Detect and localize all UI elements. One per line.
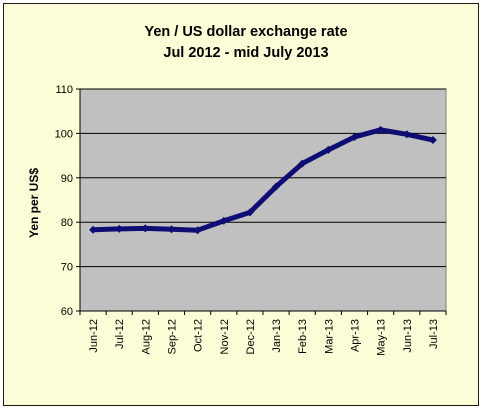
x-tick-label: Sep-12 xyxy=(167,319,179,354)
x-tick-label: Jul-12 xyxy=(114,319,126,349)
series-layer xyxy=(89,125,437,235)
x-tick-label: Jan-13 xyxy=(271,319,283,353)
chart-svg: Yen / US dollar exchange rate Jul 2012 -… xyxy=(27,24,447,356)
series-line xyxy=(90,127,436,233)
x-tick-label: Apr-13 xyxy=(350,319,362,352)
data-point xyxy=(245,208,254,217)
y-tick-label: 70 xyxy=(61,262,73,274)
data-point xyxy=(141,224,150,233)
x-tick-label: Oct-12 xyxy=(193,319,205,352)
chart-title: Yen / US dollar exchange rate xyxy=(144,24,347,40)
data-point xyxy=(350,132,359,141)
axes: 60 70 80 90 100 110 Jun-12 Jul-12 Aug-12 Sep-12 Oc… xyxy=(55,84,447,356)
data-point xyxy=(115,224,124,233)
y-tick-label: 110 xyxy=(55,84,73,96)
x-tick-label: May-13 xyxy=(376,319,388,356)
data-point xyxy=(298,159,307,168)
y-axis-label: Yen per US$ xyxy=(27,168,41,238)
x-tick-label: Dec-12 xyxy=(245,319,257,354)
data-point xyxy=(219,216,228,225)
x-tick-label: Nov-12 xyxy=(219,319,231,354)
data-point xyxy=(89,225,98,234)
data-point xyxy=(376,125,385,134)
x-tick-label: Feb-13 xyxy=(297,319,309,354)
x-tick-label: Mar-13 xyxy=(323,319,335,354)
data-point xyxy=(193,226,202,235)
data-point xyxy=(272,182,281,191)
x-tick-label: Jun-12 xyxy=(88,319,100,353)
chart-area: Yen / US dollar exchange rate Jul 2012 -… xyxy=(3,3,479,406)
x-tick-label: Jul-13 xyxy=(428,319,440,349)
y-tick-label: 60 xyxy=(61,306,73,318)
data-point xyxy=(324,145,333,154)
x-tick-label: Jun-13 xyxy=(402,319,414,353)
y-tick-label: 80 xyxy=(61,217,73,229)
chart-subtitle: Jul 2012 - mid July 2013 xyxy=(163,45,328,61)
data-point xyxy=(167,225,176,234)
data-point xyxy=(428,136,437,145)
y-tick-label: 90 xyxy=(61,173,73,185)
gridlines xyxy=(80,88,446,268)
y-tick-label: 100 xyxy=(55,128,73,140)
data-point xyxy=(402,130,411,139)
x-tick-label: Aug-12 xyxy=(140,319,152,354)
